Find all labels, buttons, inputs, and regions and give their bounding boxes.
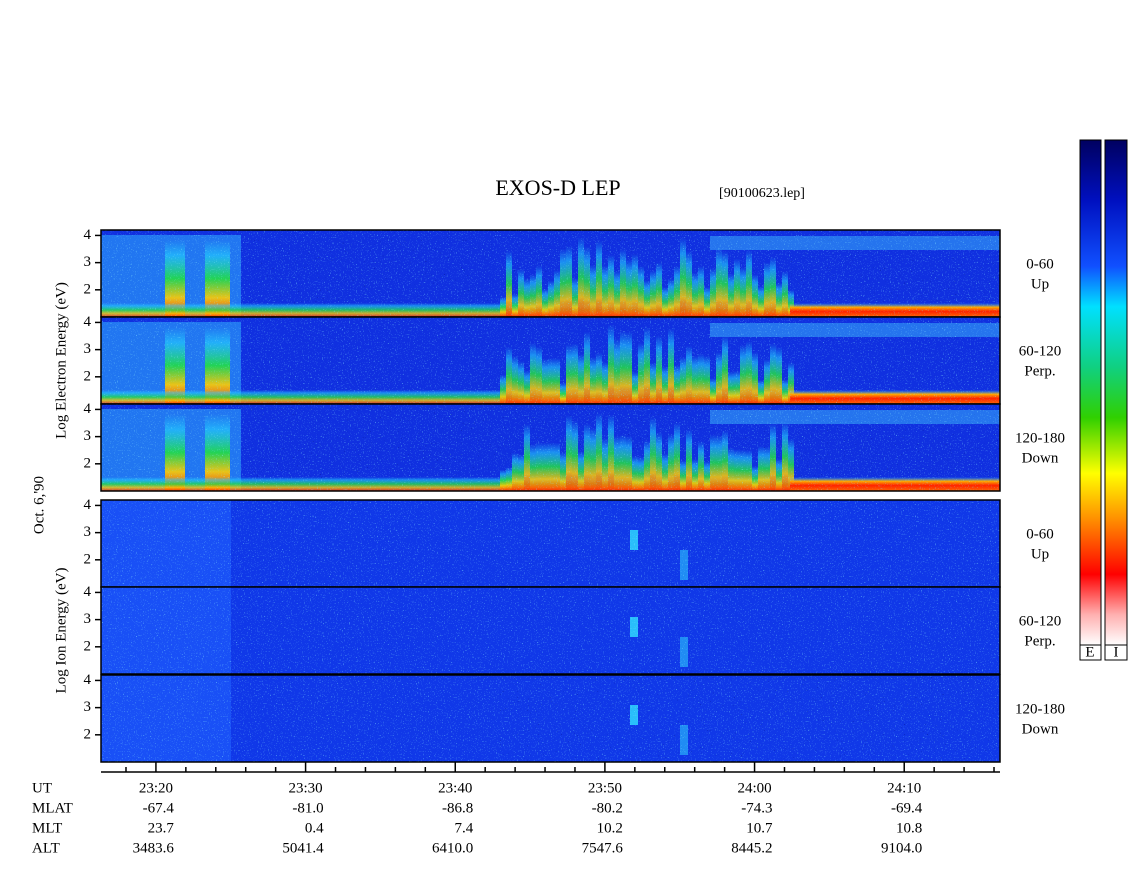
row-value: -69.4 [891, 800, 923, 816]
row-value: 0.4 [305, 820, 324, 836]
panel-direction: Perp. [1024, 633, 1055, 649]
panel-direction: Down [1022, 450, 1059, 466]
spectrogram-panels: 2 3 4 2 3 4 2 3 4 2 3 4 2 3 4 2 3 4 [84, 227, 1001, 763]
colorbar-label: E [1085, 644, 1094, 660]
panel [101, 500, 1000, 587]
speckle [101, 230, 1000, 317]
file-label: [90100623.lep] [719, 186, 805, 201]
panel-angle: 60-120 [1019, 343, 1062, 359]
y-tick-label: 4 [84, 227, 92, 243]
speckle [101, 587, 1000, 674]
row-value: 23.7 [148, 820, 175, 836]
y-tick-label: 4 [84, 497, 92, 513]
y-tick-label: 2 [84, 368, 92, 384]
panel-frame [100, 403, 1001, 492]
y-tick-label: 2 [84, 551, 92, 567]
y-tick-label: 3 [84, 254, 92, 270]
row-value: 5041.4 [282, 840, 324, 856]
panel-direction: Up [1031, 276, 1049, 292]
speckle [101, 675, 1000, 762]
panel-direction: Down [1022, 721, 1059, 737]
y-tick-label: 2 [84, 455, 92, 471]
speckle [101, 500, 1000, 587]
row-value: 3483.6 [133, 840, 175, 856]
y-tick-label: 2 [84, 638, 92, 654]
y-tick-label: 2 [84, 281, 92, 297]
y-tick-label: 3 [84, 699, 92, 715]
panel-angle: 60-120 [1019, 613, 1062, 629]
x-tick-label: 24:10 [887, 780, 921, 796]
y-tick-label: 3 [84, 524, 92, 540]
y-tick-label: 4 [84, 672, 92, 688]
panel-angle: 0-60 [1026, 256, 1054, 272]
row-value: 10.8 [896, 820, 922, 836]
colorbar-box [1104, 644, 1128, 661]
row-value: -67.4 [143, 800, 175, 816]
y-tick-label: 4 [84, 584, 92, 600]
x-tick-label: 23:50 [588, 780, 622, 796]
row-label: MLT [32, 820, 62, 836]
row-value: 6410.0 [432, 840, 473, 856]
date-label: Oct. 6,'90 [31, 476, 47, 534]
row-label: ALT [32, 840, 60, 856]
panel-angle: 120-180 [1015, 430, 1065, 446]
y-tick-label: 4 [84, 401, 92, 417]
speckle [101, 404, 1000, 491]
colorbar [1104, 139, 1128, 646]
panel-direction: Up [1031, 546, 1049, 562]
panel-frame [100, 674, 1001, 763]
chart-title: EXOS-D LEP [495, 175, 620, 200]
row-value: 7547.6 [582, 840, 624, 856]
y-tick-label: 3 [84, 341, 92, 357]
row-value: 10.7 [746, 820, 773, 836]
x-tick-label: 23:40 [438, 780, 472, 796]
panel [101, 230, 1000, 317]
panel-frame [100, 586, 1001, 675]
row-value: -74.3 [741, 800, 772, 816]
panel-angle: 120-180 [1015, 701, 1065, 717]
colorbar [1079, 139, 1102, 646]
row-value: 9104.0 [881, 840, 922, 856]
y-tick-label: 3 [84, 428, 92, 444]
y-tick-label: 2 [84, 726, 92, 742]
x-tick-label: 24:00 [737, 780, 771, 796]
panel [101, 675, 1000, 762]
row-value: 10.2 [597, 820, 623, 836]
y-tick-label: 4 [84, 314, 92, 330]
colorbar-box [1079, 644, 1102, 661]
x-tick-label: 23:20 [139, 780, 173, 796]
row-label: MLAT [32, 800, 73, 816]
row-value: 8445.2 [731, 840, 772, 856]
panel [101, 404, 1000, 491]
x-tick-label: 23:30 [288, 780, 322, 796]
panel-angle: 0-60 [1026, 526, 1054, 542]
panel-direction: Perp. [1024, 363, 1055, 379]
row-value: -80.2 [592, 800, 623, 816]
panel [101, 317, 1000, 404]
y-tick-label: 3 [84, 611, 92, 627]
y-axis-label: Log Ion Energy (eV) [53, 568, 69, 694]
row-value: 7.4 [454, 820, 473, 836]
speckle [101, 317, 1000, 404]
row-label: UT [32, 780, 52, 796]
y-axis-label: Log Electron Energy (eV) [53, 282, 69, 439]
colorbar-label: I [1114, 644, 1119, 660]
panel [101, 587, 1000, 674]
row-value: -81.0 [292, 800, 323, 816]
row-value: -86.8 [442, 800, 473, 816]
